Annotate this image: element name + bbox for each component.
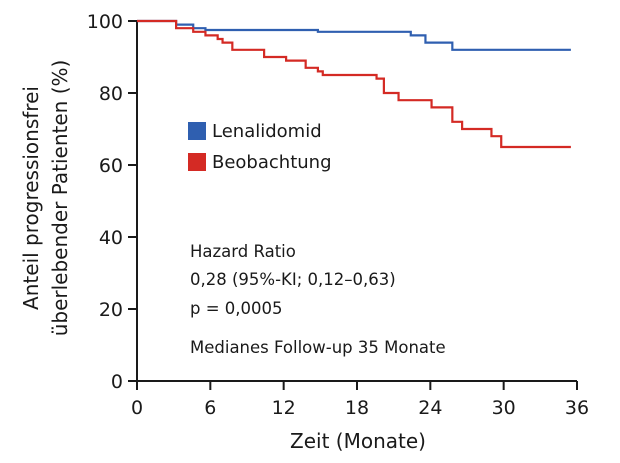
y-axis-title: Anteil progressionsfrei überlebender Pat… [19, 60, 72, 337]
legend-label-lenalidomid: Lenalidomid [212, 121, 322, 142]
annotation-p-value: p = 0,0005 [190, 299, 283, 318]
y-tick-label: 100 [87, 11, 123, 33]
stats-annotation: Hazard Ratio 0,28 (95%-KI; 0,12–0,63) p … [190, 242, 446, 357]
legend-swatch-lenalidomid [188, 122, 206, 140]
y-axis-title-line-1: Anteil progressionsfrei [19, 86, 43, 310]
legend-item-beobachtung: Beobachtung [188, 152, 332, 173]
y-tick-label: 0 [111, 371, 123, 393]
x-tick-label: 36 [565, 397, 589, 419]
y-axis-title-line-2: überlebender Patienten (%) [48, 60, 72, 337]
annotation-hazard-ratio-value: 0,28 (95%-KI; 0,12–0,63) [190, 270, 396, 289]
series-layer [137, 19, 571, 149]
x-tick-label: 30 [492, 397, 516, 419]
x-tick-label: 12 [272, 397, 296, 419]
y-tick-label: 20 [99, 299, 123, 321]
y-axis: 0 20 40 60 80 100 [87, 11, 138, 393]
x-tick-label: 6 [204, 397, 216, 419]
annotation-follow-up: Medianes Follow-up 35 Monate [190, 338, 446, 357]
x-axis: 0 6 12 18 24 30 36 [131, 380, 589, 419]
y-tick-label: 60 [99, 155, 123, 177]
x-tick-label: 0 [131, 397, 143, 419]
y-tick-label: 40 [99, 227, 123, 249]
x-tick-label: 18 [345, 397, 369, 419]
series-line-lenalidomid [137, 19, 571, 51]
legend-item-lenalidomid: Lenalidomid [188, 121, 322, 142]
legend: Lenalidomid Beobachtung [188, 121, 332, 173]
annotation-hazard-ratio-title: Hazard Ratio [190, 242, 296, 261]
y-tick-label: 80 [99, 83, 123, 105]
x-axis-title: Zeit (Monate) [290, 429, 426, 453]
legend-swatch-beobachtung [188, 153, 206, 171]
legend-label-beobachtung: Beobachtung [212, 152, 332, 173]
x-tick-label: 24 [418, 397, 442, 419]
series-line-beobachtung [137, 19, 571, 149]
